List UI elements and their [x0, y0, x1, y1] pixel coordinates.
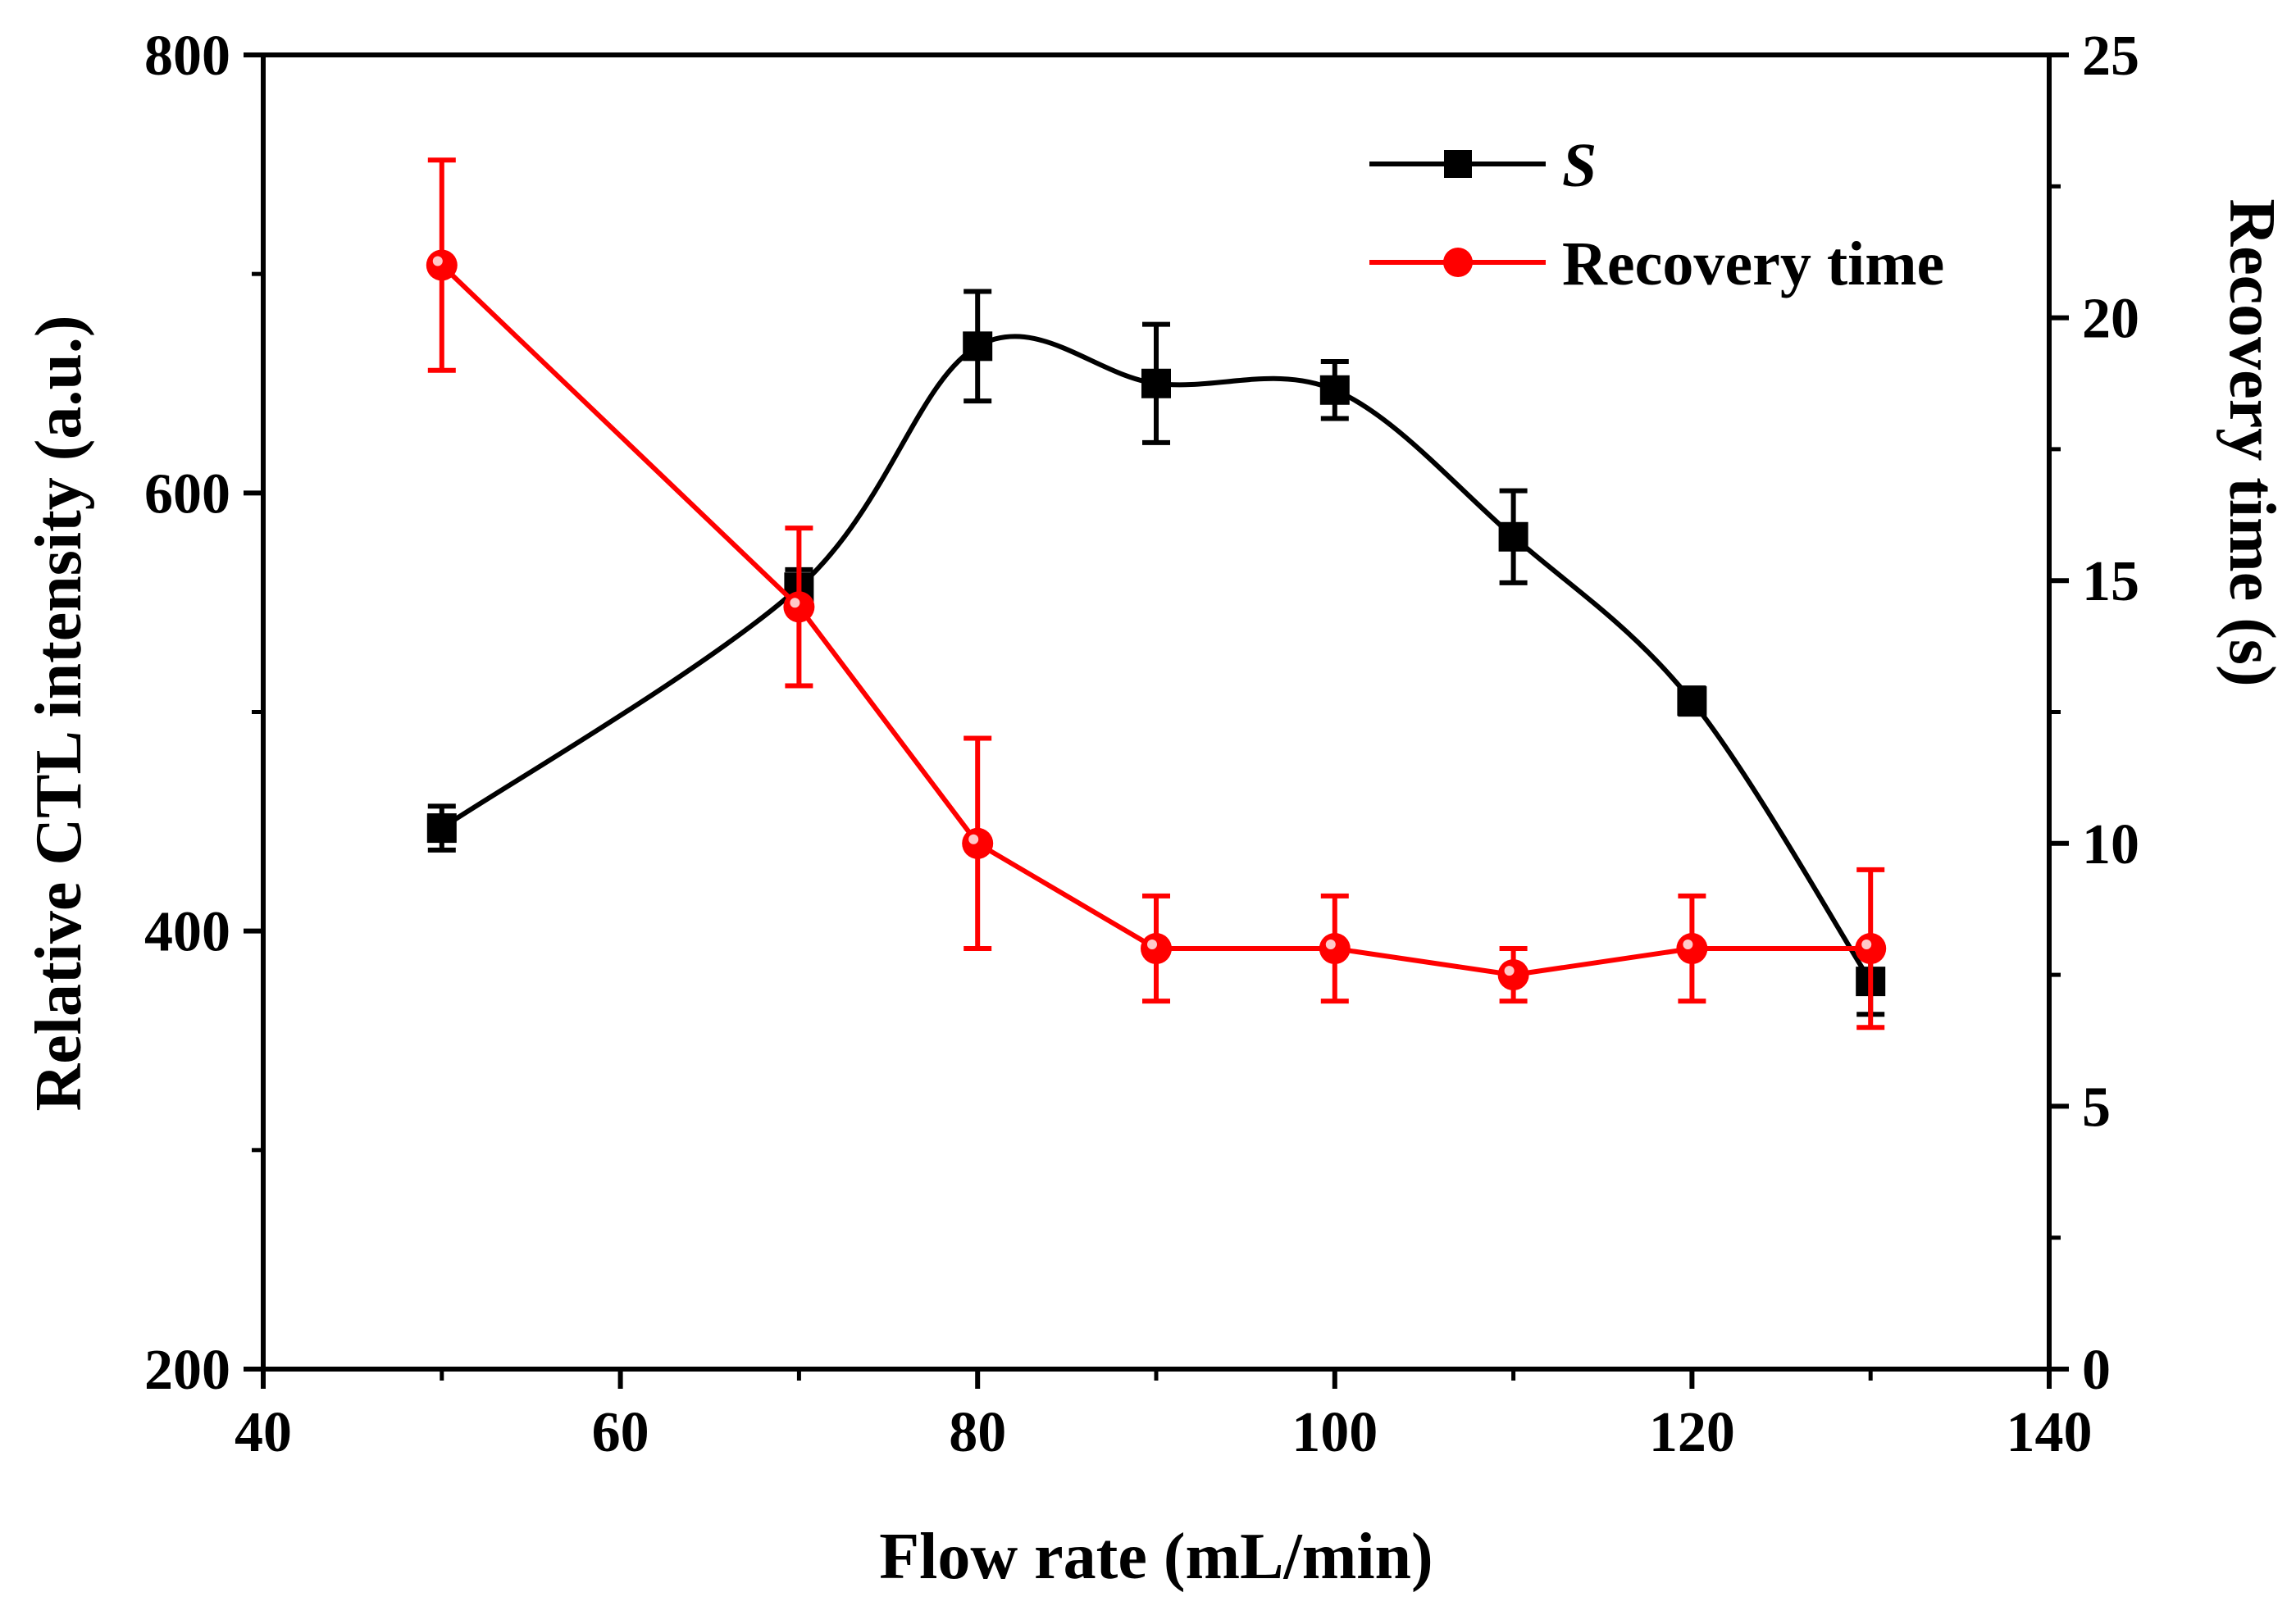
y-right-tick-label: 20 — [2082, 288, 2139, 351]
data-point-highlight — [790, 598, 800, 608]
x-tick-label: 100 — [1292, 1401, 1378, 1464]
data-point-highlight — [1504, 966, 1515, 976]
series-line — [440, 263, 1871, 978]
y-right-tick-label: 10 — [2082, 813, 2139, 876]
data-point — [1676, 933, 1708, 965]
data-point-highlight — [1861, 940, 1872, 950]
data-point — [1855, 933, 1887, 965]
x-tick-label: 140 — [2007, 1401, 2093, 1464]
y-left-tick-label: 400 — [144, 901, 230, 964]
data-point — [426, 249, 458, 281]
data-point — [783, 591, 815, 623]
data-point — [1319, 375, 1350, 405]
y-left-tick-label: 600 — [144, 462, 230, 526]
x-tick-label: 120 — [1649, 1401, 1735, 1464]
legend-marker-circle — [1443, 248, 1473, 277]
data-point — [1497, 959, 1529, 991]
y-left-tick-label: 800 — [144, 25, 230, 88]
x-tick-label: 40 — [235, 1401, 292, 1464]
data-point — [962, 827, 994, 859]
legend: S Recovery time — [1369, 131, 1944, 298]
data-point — [963, 331, 993, 362]
y-left-tick-label: 200 — [144, 1339, 230, 1402]
data-point — [1319, 933, 1351, 965]
data-point-highlight — [1325, 940, 1336, 950]
y-right-axis-title: Recovery time (s) — [2216, 198, 2288, 686]
data-point — [1498, 521, 1528, 552]
x-axis-title: Flow rate (mL/min) — [879, 1521, 1433, 1593]
y-right-tick-label: 15 — [2082, 550, 2139, 613]
data-point-highlight — [968, 834, 979, 844]
legend-label-recovery: Recovery time — [1562, 230, 1944, 298]
y-right-tick-label: 5 — [2082, 1076, 2111, 1139]
legend-label-s: S — [1562, 131, 1597, 200]
x-tick-label: 60 — [592, 1401, 649, 1464]
data-point-highlight — [1683, 940, 1693, 950]
data-point-highlight — [432, 256, 443, 266]
data-point — [1677, 686, 1707, 717]
data-point — [426, 813, 457, 844]
y-left-axis-title: Relative CTL intensity (a.u.) — [23, 315, 95, 1111]
data-point — [1141, 368, 1171, 398]
data-point — [1141, 933, 1172, 965]
y-right-tick-label: 25 — [2082, 25, 2139, 88]
data-point-highlight — [1147, 940, 1157, 950]
legend-marker-square — [1444, 150, 1472, 178]
x-tick-label: 80 — [949, 1401, 1006, 1464]
y-right-tick-label: 0 — [2082, 1339, 2111, 1402]
series-recovery-time — [426, 157, 1887, 1031]
